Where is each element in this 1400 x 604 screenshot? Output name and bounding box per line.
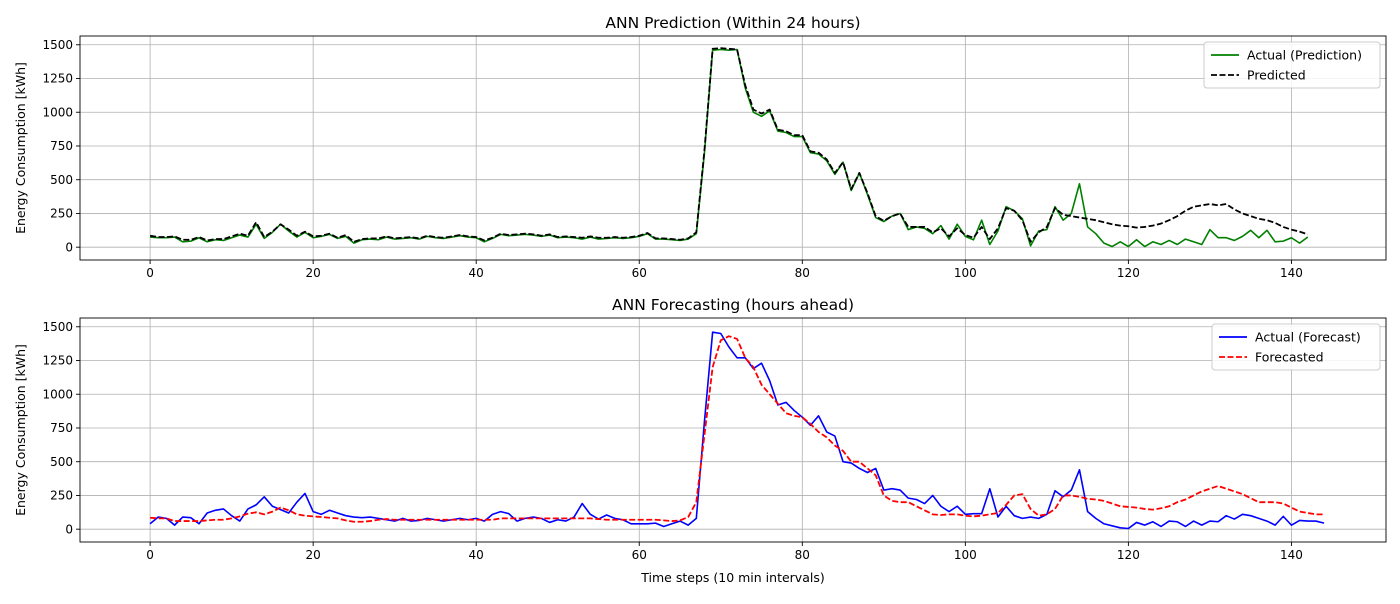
panel-2-xtick-label-100: 100	[954, 548, 977, 562]
panel-1-ytick-label-750: 750	[50, 139, 73, 153]
panel-1-ytick-label-1250: 1250	[42, 72, 73, 86]
panel-1-legend: Actual (Prediction) Predicted	[1203, 41, 1381, 89]
panel-2-ylabel: Energy Consumption [kWh]	[13, 344, 28, 516]
panel-2-series-1-line	[149, 331, 1325, 530]
panel-2-grid	[80, 318, 1386, 542]
panel-1-xtick-label-140: 140	[1280, 266, 1303, 280]
panel-1-legend-label-1: Actual (Prediction)	[1247, 48, 1362, 63]
panel-1-xtick-label-80: 80	[795, 266, 810, 280]
panel-2-axes-frame	[79, 317, 1387, 543]
panel-2-legend-box	[1211, 323, 1381, 371]
panel-1-grid	[80, 36, 1386, 260]
panel-2-ytick-label-1250: 1250	[42, 354, 73, 368]
panel-2-series-2-line	[150, 335, 1325, 523]
panel-1-ylabel: Energy Consumption [kWh]	[13, 62, 28, 234]
panel-2-xtick-label-140: 140	[1280, 548, 1303, 562]
panel-2-ytick-label-0: 0	[65, 522, 73, 536]
panel-1-xtick-label-60: 60	[632, 266, 647, 280]
panel-1-ytick-label-250: 250	[50, 207, 73, 221]
panel-2-ytick-label-750: 750	[50, 421, 73, 435]
panel-1-legend-box	[1203, 41, 1381, 89]
panel-2-xtick-label-0: 0	[146, 548, 154, 562]
panel-1-xtick-label-120: 120	[1117, 266, 1140, 280]
panel-2-legend-label-2: Forecasted	[1255, 350, 1324, 365]
panel-2-title: ANN Forecasting (hours ahead)	[612, 296, 854, 314]
panel-2-ytick-label-1000: 1000	[42, 387, 73, 401]
panel-2-xlabel: Time steps (10 min intervals)	[640, 570, 824, 585]
panel-2-xtick-label-60: 60	[632, 548, 647, 562]
panel-2-xtick-label-20: 20	[306, 548, 321, 562]
panel-2-xtick-label-120: 120	[1117, 548, 1140, 562]
panel-1: 0 20 40 60 80 100 120 140 0 250 500 750 1000 1250 1500…	[13, 14, 1387, 280]
panel-1-series-2-line	[149, 47, 1309, 243]
panel-2-xtick-label-40: 40	[469, 548, 484, 562]
panel-1-ytick-label-1000: 1000	[42, 105, 73, 119]
panel-1-ytick-label-1500: 1500	[42, 38, 73, 52]
panel-1-xtick-label-0: 0	[146, 266, 154, 280]
panel-1-axes-frame	[79, 35, 1387, 261]
panel-2-ytick-label-1500: 1500	[42, 320, 73, 334]
panel-1-ytick-label-500: 500	[50, 173, 73, 187]
panel-1-xtick-label-20: 20	[306, 266, 321, 280]
panel-2-xtick-label-80: 80	[795, 548, 810, 562]
panel-1-xtick-label-40: 40	[469, 266, 484, 280]
panel-1-xtick-label-100: 100	[954, 266, 977, 280]
panel-1-series-1-line	[150, 48, 1309, 248]
panel-2-ytick-label-500: 500	[50, 455, 73, 469]
panel-2-ytick-label-250: 250	[50, 489, 73, 503]
panel-2-legend-label-1: Actual (Forecast)	[1255, 330, 1361, 345]
panel-1-ytick-label-0: 0	[65, 240, 73, 254]
panel-2: 0 20 40 60 80 100 120 140 0 250 500 750 1000 1250 1500…	[13, 296, 1387, 585]
panel-1-legend-label-2: Predicted	[1247, 68, 1306, 83]
panel-1-title: ANN Prediction (Within 24 hours)	[605, 14, 860, 32]
panel-2-legend: Actual (Forecast) Forecasted	[1211, 323, 1381, 371]
